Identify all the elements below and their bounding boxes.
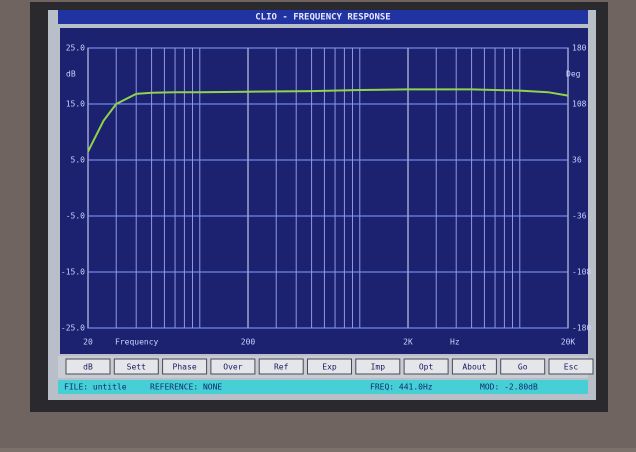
status-field: MOD: -2.80dB xyxy=(480,383,538,392)
button-label[interactable]: About xyxy=(462,363,486,372)
x-tick-label: 20K xyxy=(561,338,576,347)
y-tick-label: -25.0 xyxy=(61,324,85,333)
button-label[interactable]: Sett xyxy=(127,363,146,372)
x-tick-label: 200 xyxy=(241,338,256,347)
button-label[interactable]: Exp xyxy=(322,363,337,372)
y2-tick-label: -180 xyxy=(572,324,591,333)
button-label[interactable]: dB xyxy=(83,363,93,372)
button-label[interactable]: Opt xyxy=(419,363,434,372)
button-label[interactable]: Ref xyxy=(274,363,289,372)
status-field: REFERENCE: NONE xyxy=(150,383,222,392)
y-tick-label: -5.0 xyxy=(66,212,85,221)
y-unit: dB xyxy=(66,70,76,79)
y2-tick-label: -36 xyxy=(572,212,587,221)
button-label[interactable]: Phase xyxy=(173,363,197,372)
y2-tick-label: 108 xyxy=(572,100,587,109)
x-unit: Hz xyxy=(450,338,460,347)
y2-tick-label: 180 xyxy=(572,44,587,53)
page: CLIO - FREQUENCY RESPONSE dB Deg Frequen… xyxy=(0,0,636,448)
button-label[interactable]: Go xyxy=(518,363,528,372)
x-tick-label: 20 xyxy=(83,338,93,347)
button-label[interactable]: Over xyxy=(223,363,242,372)
y-tick-label: 25.0 xyxy=(66,44,85,53)
status-field: FILE: untitle xyxy=(64,383,127,392)
button-label[interactable]: Esc xyxy=(564,363,579,372)
status-field: FREQ: 441.0Hz xyxy=(370,383,433,392)
screenshot: CLIO - FREQUENCY RESPONSE dB Deg Frequen… xyxy=(0,0,636,448)
window-title: CLIO - FREQUENCY RESPONSE xyxy=(255,13,390,23)
y-tick-label: -15.0 xyxy=(61,268,85,277)
button-label[interactable]: Imp xyxy=(371,363,386,372)
y-tick-label: 5.0 xyxy=(71,156,86,165)
y2-tick-label: -108 xyxy=(572,268,591,277)
y2-tick-label: 36 xyxy=(572,156,582,165)
x-label: Frequency xyxy=(115,338,159,347)
x-tick-label: 2K xyxy=(403,338,413,347)
y-tick-label: 15.0 xyxy=(66,100,85,109)
